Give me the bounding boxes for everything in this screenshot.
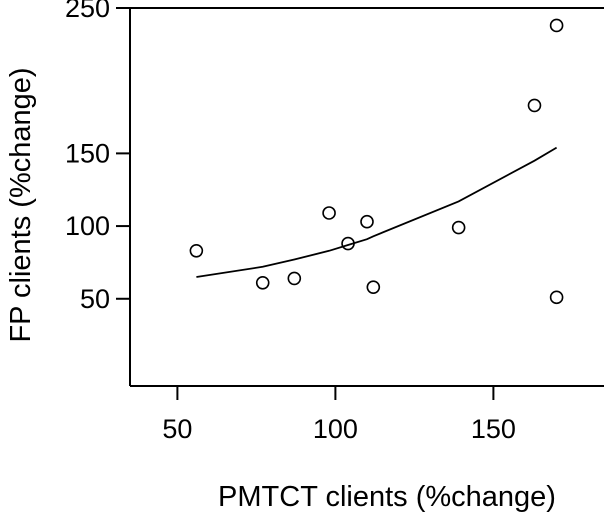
- x-tick-label-150: 150: [471, 414, 516, 444]
- data-point-10: [549, 290, 564, 305]
- trend-line: [196, 146, 558, 278]
- data-point-4: [322, 206, 336, 220]
- data-point-3: [287, 271, 302, 286]
- x-tick-label-100: 100: [313, 414, 358, 444]
- x-axis: 50 100 150: [162, 386, 516, 444]
- y-tick-label-100: 100: [65, 211, 110, 241]
- data-point-8: [451, 220, 466, 235]
- data-point-11: [549, 18, 564, 33]
- data-point-6: [360, 214, 374, 229]
- y-tick-label-250: 250: [65, 0, 110, 23]
- data-points: [189, 18, 564, 305]
- plot-frame: [129, 7, 604, 387]
- trend-line-group: [196, 146, 558, 278]
- data-point-9: [527, 98, 542, 113]
- y-axis-label: FP clients (%change): [5, 67, 37, 342]
- data-point-5: [341, 236, 355, 251]
- data-point-2: [255, 275, 270, 290]
- data-point-7: [366, 280, 381, 294]
- data-point-1: [189, 243, 204, 258]
- x-tick-label-50: 50: [162, 414, 192, 444]
- y-tick-label-150: 150: [65, 138, 110, 168]
- y-tick-label-50: 50: [80, 284, 110, 314]
- x-axis-label: PMTCT clients (%change): [218, 481, 556, 513]
- y-axis: 50 100 150 250: [65, 0, 130, 314]
